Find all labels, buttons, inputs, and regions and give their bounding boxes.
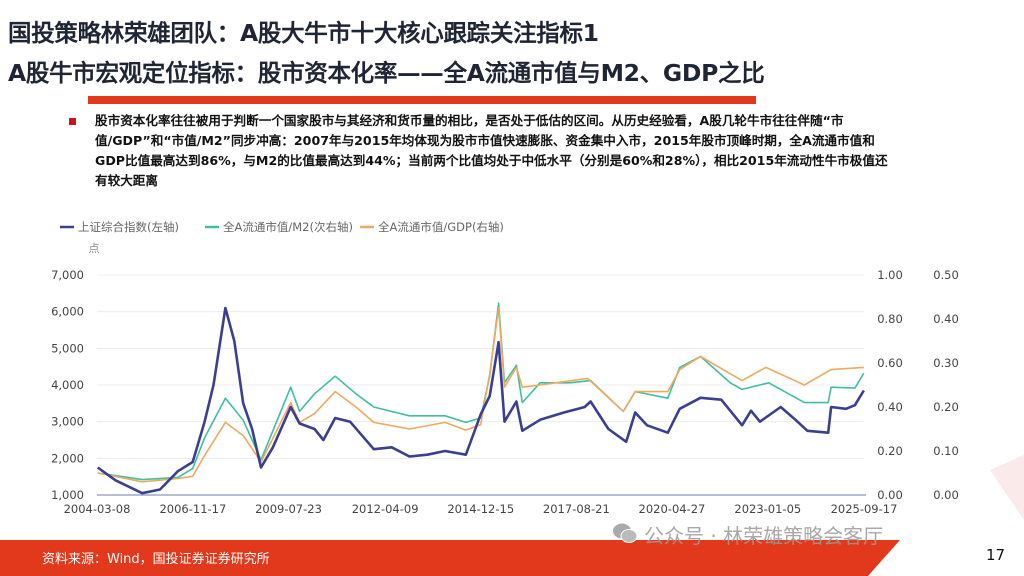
right1-tick-label: 0.60 xyxy=(877,356,903,370)
watermark: 公众号 · 林荣雄策略会客厅 xyxy=(644,524,884,548)
page-number: 17 xyxy=(986,546,1006,564)
right2-tick-label: 0.50 xyxy=(933,268,959,282)
source-note: 资料来源：Wind，国投证券证券研究所 xyxy=(42,552,270,567)
wechat-icon xyxy=(613,523,638,543)
series-line-3 xyxy=(97,307,864,483)
slide-title-line2: A股牛市宏观定位指标：股市资本化率——全A流通市值与M2、GDP之比 xyxy=(8,59,765,87)
right1-tick-label: 0.00 xyxy=(877,488,903,502)
x-tick-label: 2014-12-15 xyxy=(447,502,514,516)
series-line-1 xyxy=(96,306,865,495)
x-tick-label: 2012-04-09 xyxy=(352,502,419,516)
left-tick-label: 3,000 xyxy=(51,415,84,429)
left-axis-unit: 点 xyxy=(89,242,100,255)
slide-title-line1: 国投策略林荣雄团队：A股大牛市十大核心跟踪关注指标1 xyxy=(8,19,599,47)
left-tick-label: 5,000 xyxy=(51,341,84,355)
left-tick-label: 1,000 xyxy=(51,488,84,502)
x-tick-label: 2006-11-17 xyxy=(159,502,226,516)
legend-label-3: 全A流通市值/GDP(右轴) xyxy=(378,220,504,234)
x-tick-label: 2009-07-23 xyxy=(255,502,322,516)
x-tick-label: 2017-08-21 xyxy=(543,502,610,516)
legend-label-1: 上证综合指数(左轴) xyxy=(78,220,179,234)
legend-label-2: 全A流通市值/M2(次右轴) xyxy=(223,220,353,234)
right2-tick-label: 0.40 xyxy=(933,312,959,326)
right2-tick-label: 0.00 xyxy=(933,488,959,502)
bullet-square-icon xyxy=(69,118,76,125)
x-tick-label: 2004-03-08 xyxy=(64,502,131,516)
series-line-2 xyxy=(97,302,865,481)
right1-tick-label: 1.00 xyxy=(877,268,903,282)
left-tick-label: 4,000 xyxy=(51,378,84,392)
right2-tick-label: 0.30 xyxy=(933,356,959,370)
right2-tick-label: 0.10 xyxy=(933,444,959,458)
right1-tick-label: 0.40 xyxy=(877,400,903,414)
left-tick-label: 2,000 xyxy=(51,451,84,465)
left-tick-label: 6,000 xyxy=(51,305,84,319)
title-underline-bar xyxy=(88,96,756,104)
right2-tick-label: 0.20 xyxy=(933,400,959,414)
x-tick-label: 2023-01-05 xyxy=(734,502,801,516)
x-tick-label: 2020-04-27 xyxy=(639,502,706,516)
x-tick-label: 2025-09-17 xyxy=(831,502,898,516)
left-tick-label: 7,000 xyxy=(51,268,84,282)
bullet-text: 股市资本化率往往被用于判断一个国家股市与其经济和货币量的相比，是否处于低估的区间… xyxy=(95,113,888,188)
right1-tick-label: 0.20 xyxy=(877,444,903,458)
right1-tick-label: 0.80 xyxy=(877,312,903,326)
